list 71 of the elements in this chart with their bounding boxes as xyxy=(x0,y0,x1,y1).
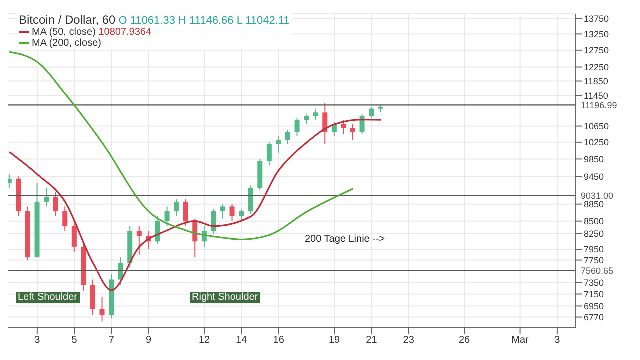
candlestick xyxy=(44,187,50,208)
candlestick xyxy=(211,208,216,234)
annotation: Right Shoulder xyxy=(190,292,260,303)
y-tick-label: 11850 xyxy=(584,76,608,86)
y-tick-label: 7350 xyxy=(584,278,604,288)
x-tick-label: 19 xyxy=(329,335,341,346)
y-tick-label: 10650 xyxy=(584,121,610,132)
x-tick-label: Mar xyxy=(512,335,530,346)
x-tick-label: 21 xyxy=(366,335,378,346)
x-tick-label: 3 xyxy=(554,335,561,346)
ref-line-label: 7560.65 xyxy=(581,266,614,276)
candlestick xyxy=(369,106,374,119)
x-tick-label: 26 xyxy=(459,335,471,346)
candlestick xyxy=(100,296,105,322)
ref-line-label: 9031.00 xyxy=(581,190,614,201)
candlestick xyxy=(174,199,180,217)
y-tick-label: 7750 xyxy=(584,255,604,266)
candlestick xyxy=(313,108,318,121)
annotation: 10807.9364 xyxy=(98,27,152,38)
candlestick xyxy=(53,192,58,217)
candlestick xyxy=(72,220,77,253)
candlestick xyxy=(164,206,170,227)
x-tick-label: 9 xyxy=(146,335,152,346)
y-tick-label: 9850 xyxy=(584,154,604,164)
x-tick-label: 12 xyxy=(198,335,211,346)
y-tick-label: 12250 xyxy=(584,62,610,72)
candlestick xyxy=(62,206,68,232)
y-tick-label: 7950 xyxy=(584,244,604,255)
y-tick-label: 8500 xyxy=(584,216,604,227)
y-tick-label: 7150 xyxy=(584,289,604,300)
candlestick xyxy=(322,102,328,145)
y-tick-label: 8850 xyxy=(584,200,604,210)
candlestick xyxy=(341,120,346,135)
candlestick xyxy=(360,114,365,135)
y-tick-label: 6950 xyxy=(584,301,604,312)
y-tick-label: 10250 xyxy=(584,138,610,148)
legend-label: MA (50, close) xyxy=(32,27,96,38)
ref-line-label: 11196.99 xyxy=(581,100,618,110)
y-tick-label: 11450 xyxy=(584,90,608,101)
candlestick xyxy=(248,185,254,214)
candlestick xyxy=(220,204,226,220)
candlestick xyxy=(155,216,160,245)
y-tick-label: 12750 xyxy=(584,46,610,56)
candlestick xyxy=(183,199,188,227)
candlestick xyxy=(285,130,290,145)
candlestick xyxy=(239,208,244,222)
x-tick-label: 3 xyxy=(34,335,41,346)
x-tick-label: 14 xyxy=(236,335,248,346)
candlestick xyxy=(276,136,282,154)
y-tick-label: 9450 xyxy=(584,172,604,182)
legend-label: MA (200, close) xyxy=(31,38,102,49)
x-tick-label: 16 xyxy=(273,335,285,346)
candlestick xyxy=(8,174,12,188)
candlestick xyxy=(350,124,356,141)
x-tick-label: 5 xyxy=(72,335,78,346)
candlestick xyxy=(294,118,300,137)
annotation: 200 Tage Linie --> xyxy=(304,234,386,245)
y-tick-label: 13750 xyxy=(584,14,610,24)
annotation: Left Shoulder xyxy=(16,292,80,303)
x-tick-label: 7 xyxy=(108,335,115,346)
candlestick xyxy=(90,279,96,316)
y-tick-label: 8250 xyxy=(584,229,604,240)
y-tick-label: 6770 xyxy=(584,312,604,322)
candlestick xyxy=(304,114,310,125)
candlestick xyxy=(266,142,272,166)
y-tick-label: 13250 xyxy=(584,29,610,40)
chart-title: Bitcoin / Dollar, 60 xyxy=(19,13,116,27)
candlestick xyxy=(230,204,235,222)
annotation: O 11061.33 H 11146.66 L 11042.11 xyxy=(118,15,290,27)
candlestick xyxy=(136,226,142,256)
x-tick-label: 23 xyxy=(403,335,415,346)
